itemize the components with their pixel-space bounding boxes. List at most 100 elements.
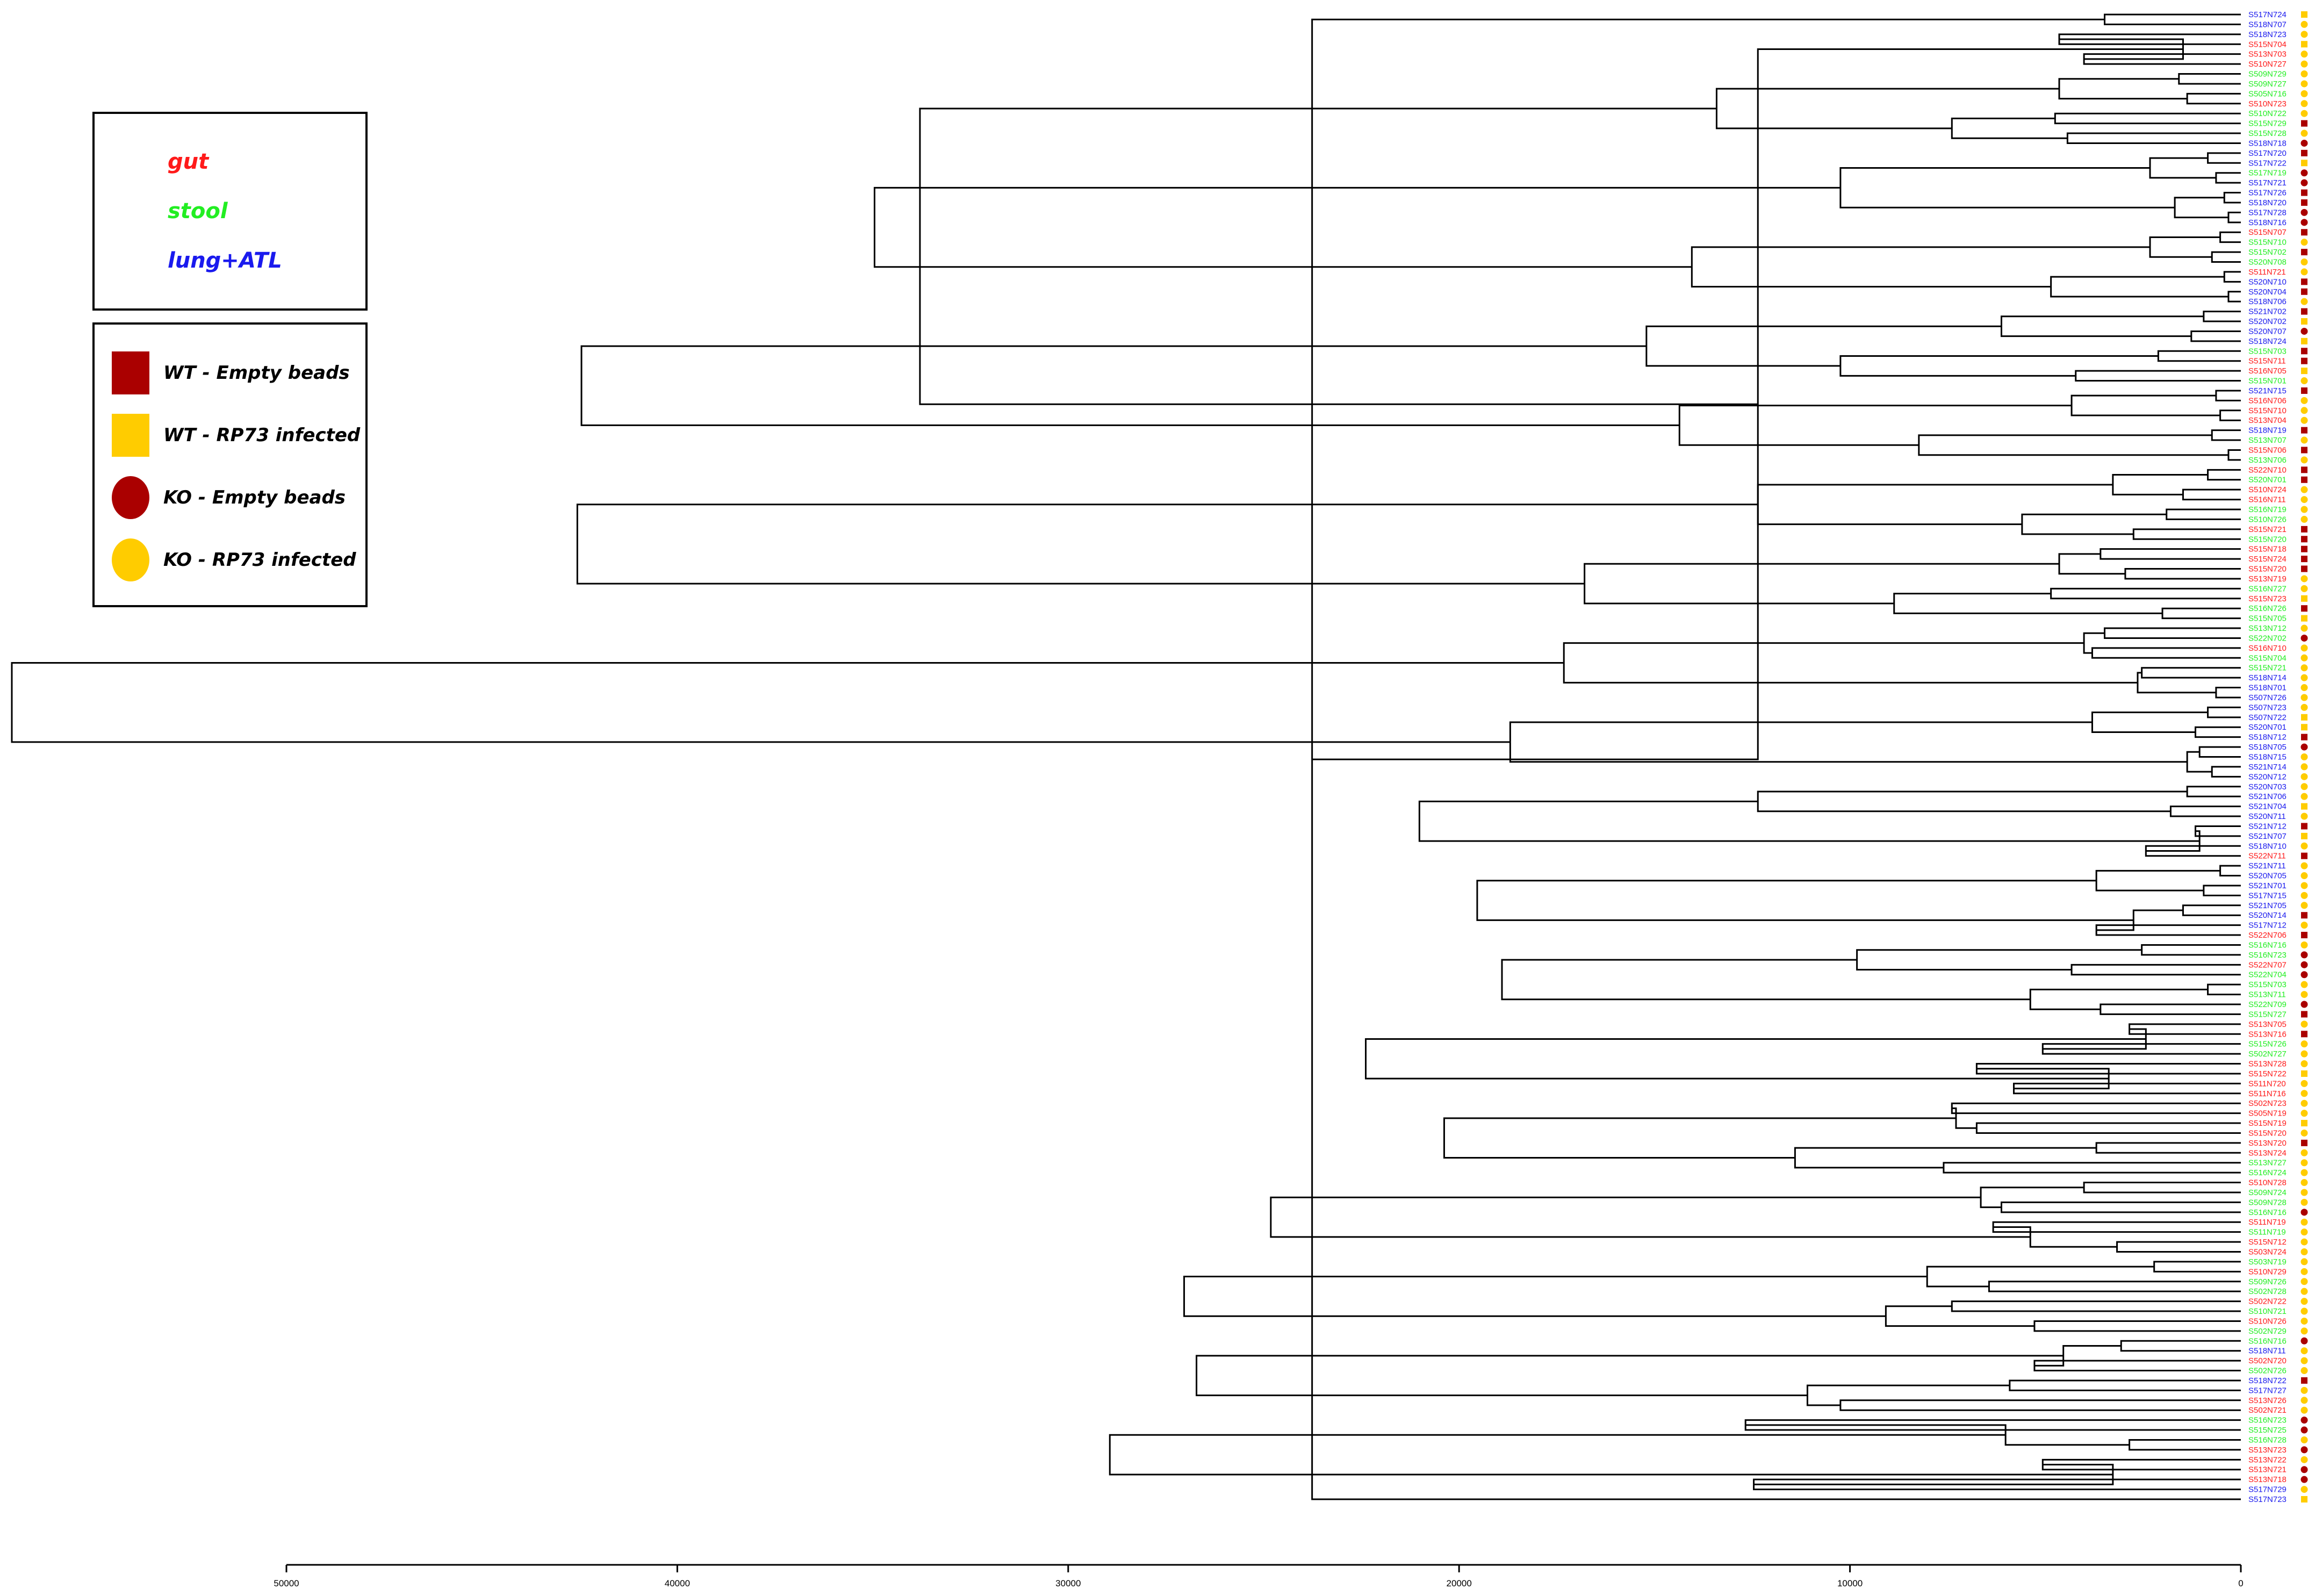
branch-9 — [2223, 192, 2241, 204]
leaf-label: S517N719 — [2248, 169, 2287, 178]
tissue-legend: gut stool lung+ATL — [92, 112, 368, 311]
branch-110 — [1806, 1384, 2010, 1406]
leaf-label: S515N724 — [2248, 555, 2287, 564]
leaf-label: S515N723 — [2248, 594, 2287, 603]
leaf-label: S515N704 — [2248, 653, 2287, 663]
leaf-label: S513N719 — [2248, 574, 2287, 584]
group-circle-marker — [2300, 436, 2308, 444]
branch-72 — [2129, 1439, 2241, 1451]
group-square-marker — [2301, 615, 2307, 622]
branch-36 — [2195, 726, 2241, 738]
leaf-label: S510N721 — [2248, 1307, 2287, 1316]
leaf-label: S502N720 — [2248, 1356, 2287, 1365]
leaf-label: S516N705 — [2248, 366, 2287, 376]
group-circle-marker — [2300, 397, 2308, 404]
leaf-label: S521N701 — [2248, 881, 2287, 890]
group-circle-marker — [2300, 1317, 2308, 1325]
branch-8 — [2215, 172, 2241, 184]
branch-10 — [2227, 211, 2241, 224]
axis-tick-label: 0 — [2238, 1578, 2243, 1588]
branch-5 — [2054, 112, 2241, 125]
group-circle-marker — [2300, 575, 2308, 583]
group-circle-marker — [2300, 941, 2308, 948]
branch-84 — [1839, 355, 2159, 377]
leaf-label: S509N724 — [2248, 1188, 2287, 1197]
branch-48 — [2070, 964, 2241, 976]
branch-70 — [1839, 1399, 2241, 1411]
leaf-label: S502N728 — [2248, 1287, 2287, 1296]
branch-78 — [1951, 117, 2068, 139]
leaf-label: S503N719 — [2248, 1257, 2287, 1267]
leaf-label: S515N721 — [2248, 525, 2287, 534]
leaf-label: S515N703 — [2248, 347, 2287, 356]
leaf-label: S521N712 — [2248, 822, 2287, 831]
group-square-marker — [2301, 41, 2307, 48]
branch-107 — [1926, 1266, 2154, 1288]
leaf-label: S518N719 — [2248, 426, 2287, 435]
branch-105 — [1980, 1187, 2084, 1209]
leaf-label: S520N708 — [2248, 258, 2287, 267]
branch-33 — [2141, 667, 2241, 679]
leaf-label: S513N705 — [2248, 1020, 2287, 1029]
group-circle-marker — [2300, 179, 2308, 186]
group-square-marker — [2301, 1031, 2307, 1038]
leaf-label: S515N711 — [2248, 357, 2286, 366]
branch-85 — [2070, 394, 2220, 416]
branch-81 — [2149, 236, 2220, 258]
branch-120 — [1584, 563, 2060, 605]
leaf-label: S513N712 — [2248, 624, 2287, 633]
leaf-label: S505N716 — [2248, 89, 2287, 98]
group-circle-marker — [2300, 783, 2308, 790]
leaf-label: S513N728 — [2248, 1060, 2287, 1069]
group-circle-marker — [2300, 1189, 2308, 1196]
branch-22 — [2227, 449, 2241, 461]
branch-99 — [1856, 949, 2142, 971]
group-circle-marker — [2300, 298, 2308, 305]
leaf-label: S513N722 — [2248, 1455, 2287, 1464]
leaf-label: S518N716 — [2248, 218, 2287, 227]
branch-26 — [2132, 528, 2241, 540]
branch-119 — [1757, 484, 2113, 526]
branch-108 — [1885, 1305, 2034, 1327]
legend-wt-rp73-label: WT - RP73 infected — [163, 425, 361, 446]
branch-89 — [2058, 553, 2125, 575]
leaf-label: S503N724 — [2248, 1248, 2287, 1257]
leaf-label: S518N724 — [2248, 337, 2287, 346]
group-circle-marker — [2300, 1397, 2308, 1404]
leaf-label: S518N714 — [2248, 673, 2287, 682]
branch-129 — [1183, 1276, 1928, 1317]
branch-19 — [2215, 390, 2241, 401]
branch-109 — [2034, 1345, 2122, 1367]
group-square-marker — [2301, 249, 2307, 256]
leaf-label: S515N726 — [2248, 1040, 2287, 1049]
group-square-marker — [2301, 476, 2307, 483]
group-circle-marker — [2300, 1248, 2308, 1255]
group-circle-marker — [2300, 1446, 2308, 1454]
branch-86 — [1918, 434, 2228, 456]
group-square-marker — [2301, 1011, 2307, 1018]
group-circle-marker — [2300, 1020, 2308, 1028]
group-square-marker — [2301, 832, 2307, 839]
group-circle-marker — [2300, 1357, 2308, 1364]
leaf-label: S516N726 — [2248, 604, 2287, 613]
group-circle-marker — [2300, 1436, 2308, 1443]
leaf-label: S515N703 — [2248, 980, 2287, 989]
legend-gut-label: gut — [168, 149, 209, 174]
leaf-label: S513N721 — [2248, 1465, 2287, 1475]
leaf-label: S520N701 — [2248, 723, 2287, 732]
group-circle-marker — [2300, 1149, 2308, 1156]
group-circle-marker — [2300, 1386, 2308, 1394]
group-square-marker — [2301, 734, 2307, 741]
group-circle-marker — [2300, 981, 2308, 988]
leaf-label: S515N727 — [2248, 1010, 2287, 1019]
group-circle-marker — [2300, 515, 2308, 523]
branch-45 — [2182, 904, 2241, 916]
leaf-label: S509N726 — [2248, 1277, 2287, 1286]
leaf-label: S516N710 — [2248, 644, 2287, 653]
group-square-marker — [2301, 912, 2307, 919]
leaf-label: S522N707 — [2248, 960, 2287, 969]
leaf-label: S510N729 — [2248, 1267, 2287, 1276]
leaf-label: S515N728 — [2248, 129, 2287, 138]
group-circle-marker — [2300, 654, 2308, 662]
leaf-label: S515N710 — [2248, 406, 2287, 415]
